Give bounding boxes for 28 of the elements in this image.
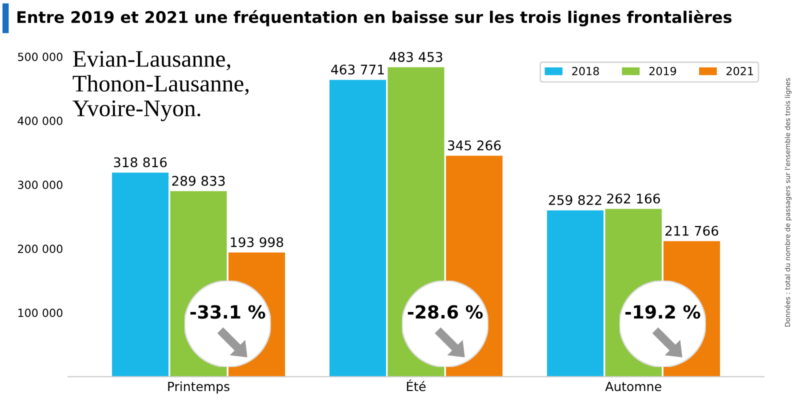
legend-label: 2019	[649, 66, 676, 76]
bar	[112, 172, 169, 377]
y-tick-label: 200 000	[18, 244, 62, 254]
data-label: 289 833	[172, 176, 225, 186]
y-tick-label: 100 000	[18, 308, 62, 318]
data-label: 483 453	[389, 52, 442, 62]
annotation: -28.6 %	[408, 305, 483, 319]
legend-label: 2018	[572, 66, 599, 76]
annotation: Evian-Lausanne, Thonon-Lausanne, Yvoire-Nyon.	[72, 51, 249, 122]
data-label: 193 998	[230, 237, 284, 248]
data-label: 318 816	[114, 157, 167, 168]
y-tick-label: 400 000	[18, 116, 62, 126]
annotation: -33.1 %	[190, 305, 266, 319]
y-tick-label: 300 000	[18, 180, 62, 190]
bar	[329, 80, 386, 377]
chart-title: Entre 2019 et 2021 une fréquentation en baisse sur les trois lignes frontalières	[17, 10, 732, 26]
data-label: 262 166	[607, 194, 660, 204]
x-tick-label: Été	[406, 379, 426, 392]
data-label: 259 822	[548, 195, 602, 206]
data-label: 211 766	[665, 226, 718, 236]
x-tick-label: Automne	[605, 382, 662, 392]
legend-label: 2021	[726, 66, 753, 76]
y-tick-label: 500 000	[18, 52, 62, 62]
bar	[546, 210, 604, 377]
annotation: -19.2 %	[625, 305, 700, 319]
data-label: 345 266	[448, 140, 501, 150]
data-label: 463 771	[331, 64, 384, 75]
x-tick-label: Printemps	[168, 382, 230, 394]
